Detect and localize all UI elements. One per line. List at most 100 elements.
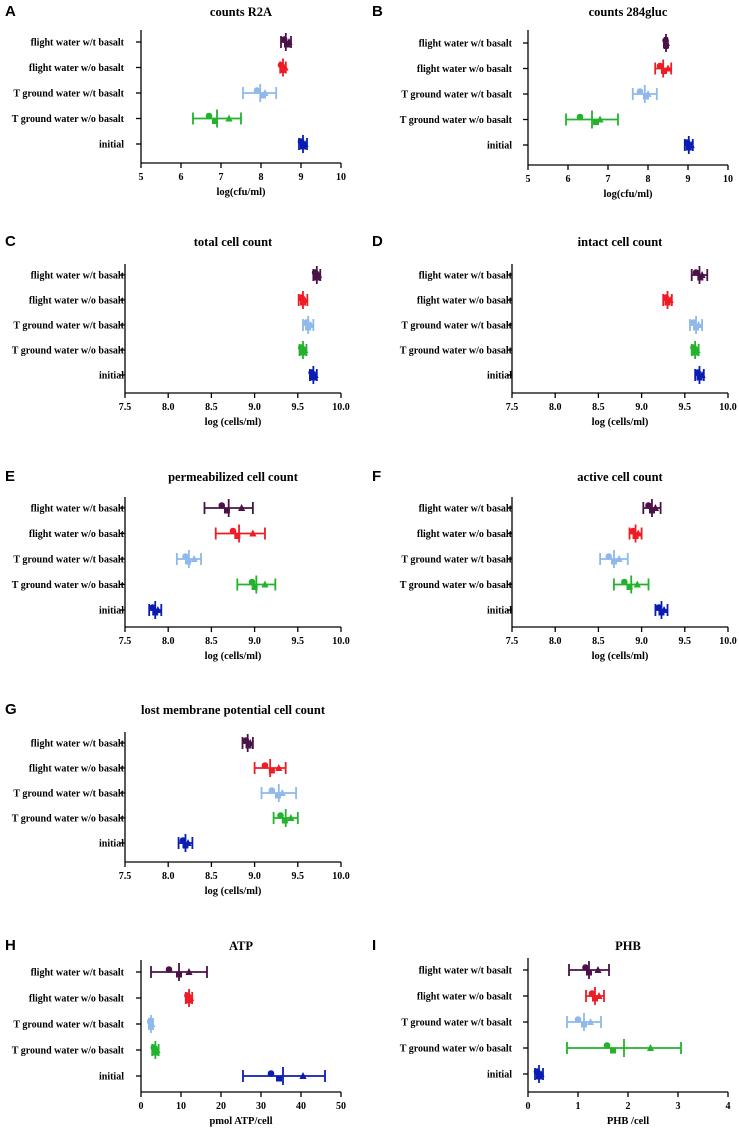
data-point [621, 578, 628, 586]
x-tick-label: 7.5 [119, 402, 132, 413]
data-point [698, 271, 706, 278]
data-point [644, 90, 652, 97]
x-tick-label: 5 [526, 174, 531, 185]
category-label: T ground water w/o basalt [12, 580, 125, 591]
data-point [251, 584, 258, 590]
x-tick-label: 8.0 [549, 636, 562, 647]
category-label: flight water w/o basalt [417, 992, 513, 1003]
x-tick-label: 3 [676, 1101, 681, 1112]
x-tick-label: 10.0 [332, 871, 350, 882]
data-point [276, 1075, 282, 1082]
data-point [615, 555, 623, 562]
data-point [301, 140, 309, 147]
x-tick-label: 7 [606, 174, 611, 185]
panel-letter: I [372, 937, 376, 954]
data-point [692, 269, 700, 276]
data-point [297, 344, 305, 351]
x-tick-label: 8.5 [205, 402, 218, 413]
data-point [212, 118, 218, 124]
x-tick-label: 8.0 [162, 871, 175, 882]
x-tick-label: 30 [256, 1101, 266, 1112]
category-label: initial [487, 371, 512, 382]
x-tick-label: 9.5 [292, 636, 305, 647]
data-point [592, 995, 598, 1002]
panel-letter: C [5, 233, 16, 250]
data-point [690, 319, 697, 326]
x-tick-label: 8.0 [549, 402, 562, 413]
data-point [656, 62, 664, 70]
data-point [297, 294, 305, 301]
x-tick-label: 10.0 [332, 402, 350, 413]
category-label: initial [487, 606, 512, 617]
data-point [234, 533, 241, 539]
data-point [595, 992, 603, 999]
x-tick-label: 9 [299, 172, 304, 183]
x-tick-label: 4 [726, 1101, 731, 1112]
data-point [588, 990, 596, 997]
category-label: T ground water w/o basalt [12, 814, 125, 825]
panel-letter: B [372, 3, 383, 20]
category-label: T ground water w/t basalt [13, 789, 124, 800]
data-point [645, 502, 652, 509]
data-point [301, 346, 309, 353]
category-label: T ground water w/t basalt [13, 1020, 124, 1031]
x-tick-label: 7.5 [119, 871, 132, 882]
data-point [660, 606, 668, 613]
panel-title: ATP [229, 939, 253, 953]
category-label: initial [99, 140, 124, 151]
category-label: flight water w/t basalt [419, 39, 513, 50]
x-tick-label: 10.0 [332, 636, 350, 647]
data-point [662, 39, 670, 46]
x-tick-label: 9.5 [292, 402, 305, 413]
panel-letter: G [5, 701, 17, 718]
x-tick-label: 9.0 [248, 636, 261, 647]
category-label: T ground water w/t basalt [13, 89, 124, 100]
category-label: initial [487, 141, 512, 152]
data-point [537, 1070, 545, 1077]
data-point [661, 68, 667, 74]
data-point [246, 739, 254, 746]
data-point [586, 969, 592, 976]
data-point [223, 507, 230, 514]
data-point [261, 89, 269, 96]
x-tick-label: 40 [296, 1101, 306, 1112]
data-point [301, 296, 309, 303]
data-point [586, 1018, 595, 1025]
data-point [308, 369, 315, 376]
data-point [280, 36, 288, 43]
category-label: T ground water w/t basalt [13, 555, 124, 566]
panel-title: counts R2A [210, 5, 272, 19]
category-label: flight water w/o basalt [29, 529, 125, 540]
data-point [693, 346, 701, 353]
data-point [278, 789, 286, 796]
category-label: flight water w/o basalt [417, 529, 513, 540]
data-point [698, 371, 706, 378]
category-label: flight water w/t basalt [31, 38, 125, 49]
x-tick-label: 20 [216, 1101, 226, 1112]
data-point [307, 321, 315, 328]
data-point [248, 578, 256, 586]
data-point [275, 764, 283, 771]
data-point [205, 112, 213, 120]
x-tick-label: 10 [723, 174, 733, 185]
data-point [690, 344, 697, 351]
data-point [574, 1016, 582, 1023]
category-label: flight water w/t basalt [31, 504, 125, 515]
data-point [277, 61, 285, 69]
data-point [629, 527, 637, 535]
category-label: T ground water w/o basalt [400, 346, 513, 357]
category-label: flight water w/t basalt [419, 966, 513, 977]
data-point [285, 38, 293, 45]
category-label: flight water w/t basalt [31, 968, 125, 979]
category-label: initial [99, 371, 124, 382]
x-axis-label: pmol ATP/cell [209, 1116, 272, 1127]
data-point [314, 271, 323, 278]
data-point [249, 529, 257, 537]
